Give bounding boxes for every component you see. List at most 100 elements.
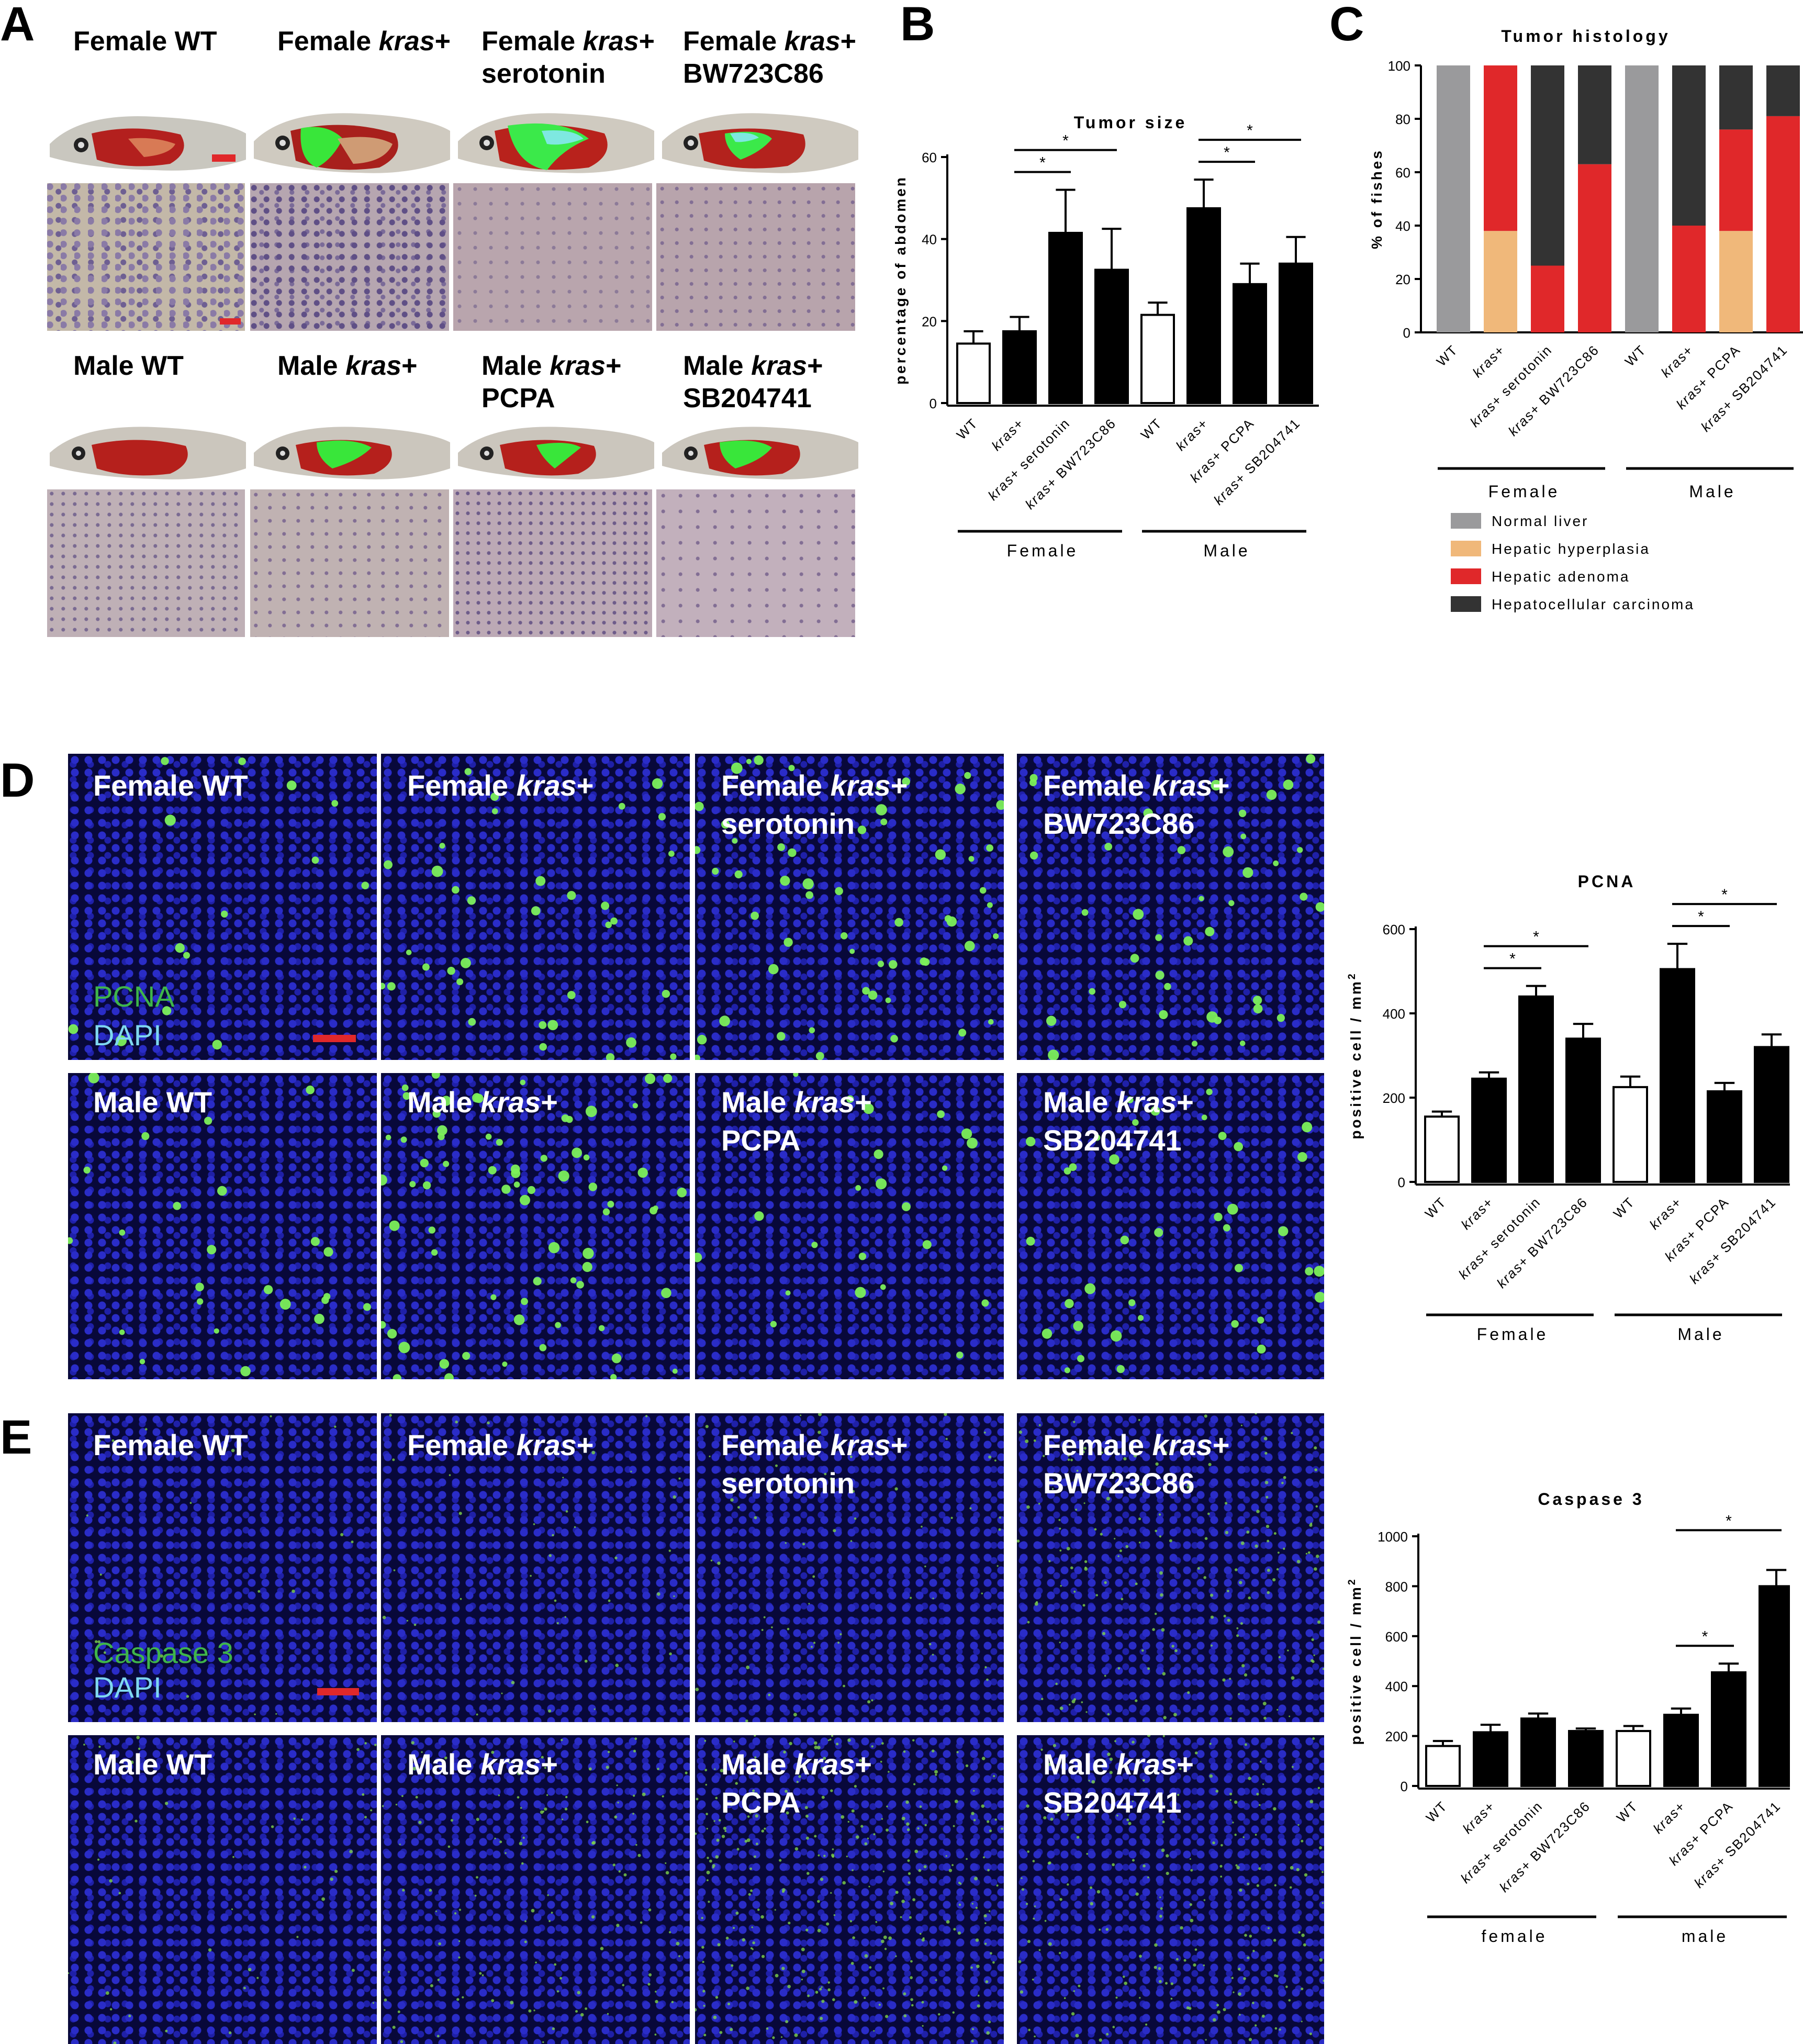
histology-male-kras: [250, 489, 449, 637]
panel-d-label-female-kras-serotonin: Female kras+ serotonin: [721, 769, 908, 840]
histology-female-kras-serotonin: [453, 183, 652, 331]
fluorescence-image-female-wt: [68, 754, 377, 1060]
fish-photo-male-kras: [254, 419, 450, 487]
dapi-stain-label: DAPI: [93, 1019, 162, 1052]
fluorescent-dots: [68, 757, 369, 1050]
significance-mark: *: [1062, 132, 1069, 150]
x-tick-label: kras+ serotonin: [1455, 1194, 1544, 1282]
fish-illustration: [50, 427, 246, 479]
bar: [1002, 330, 1037, 404]
histology-male-kras-pcpa: [453, 489, 652, 637]
bar: [1759, 1585, 1790, 1787]
legend-swatch: [1451, 513, 1481, 529]
y-tick-label: 400: [1383, 1006, 1405, 1022]
y-tick-label: 0: [1403, 325, 1410, 341]
fish-photo-female-kras-serotonin: [458, 102, 654, 181]
y-tick-label: 1000: [1378, 1529, 1408, 1545]
bar: [1565, 1037, 1601, 1183]
bar: [1186, 207, 1221, 405]
stacked-bar-segment: [1531, 265, 1564, 332]
panel-e-label-female-kras-serotonin: Female kras+ serotonin: [721, 1428, 908, 1500]
fish-photo-male-wt: [50, 419, 246, 487]
panel-e-label-male-wt: Male WT: [93, 1748, 212, 1781]
significance-mark: *: [1533, 929, 1539, 946]
fluorescence-image-female-kras-treated-1: [695, 754, 1004, 1060]
scale-bar: [220, 318, 241, 325]
group-label: Female: [1477, 1325, 1549, 1344]
group-label: Male: [1677, 1325, 1724, 1344]
significance-mark: *: [1247, 122, 1253, 139]
fluorescence-image-male-kras-treated-2: [1017, 1073, 1324, 1379]
y-tick-label: 0: [1401, 1779, 1408, 1794]
scale-bar: [317, 1688, 359, 1695]
panel-d-label-male-kras: Male kras+: [407, 1086, 558, 1119]
x-tick-label: kras+ BW723C86: [1496, 1798, 1594, 1895]
stacked-bar-segment: [1437, 65, 1470, 332]
stacked-bar-segment: [1531, 65, 1564, 266]
panel-letter-b: B: [900, 0, 935, 51]
fluorescence-image-female-kras: [381, 754, 690, 1060]
chart-title: Tumor histology: [1501, 27, 1670, 46]
bar: [1048, 231, 1083, 405]
panel-a-label-female-kras-serotonin: Female kras+ serotonin: [481, 26, 655, 90]
x-tick-label: WT: [1622, 342, 1650, 370]
stacked-bar-segment: [1719, 65, 1753, 130]
fluorescence-image-female-kras: [381, 1413, 690, 1722]
panel-letter-c: C: [1329, 0, 1364, 51]
y-tick-label: 20: [922, 314, 937, 329]
bar: [1279, 262, 1313, 404]
fluorescence-image-male-kras: [381, 1735, 690, 2044]
stacked-bar-segment: [1625, 65, 1659, 332]
x-tick-label: kras+ SB204741: [1686, 1194, 1779, 1287]
x-tick-label: WT: [1138, 415, 1166, 443]
x-tick-label: kras+ SB204741: [1698, 342, 1790, 434]
panel-letter-a: A: [0, 0, 35, 51]
fish-photo-female-kras: [254, 102, 450, 181]
fluorescent-dots: [695, 1073, 989, 1359]
x-tick-label: kras+: [1646, 1194, 1685, 1233]
bar: [1711, 1671, 1746, 1787]
legend-label: Hepatic adenoma: [1492, 568, 1630, 585]
y-tick-label: 0: [930, 396, 937, 411]
scale-bar: [313, 1035, 356, 1042]
significance-mark: *: [1721, 886, 1728, 903]
bar: [1616, 1730, 1651, 1787]
fluorescence-image-male-kras-treated-1: [695, 1735, 1004, 2044]
significance-mark: *: [1698, 908, 1704, 925]
y-axis-label: positive cell / mm2: [1346, 1577, 1364, 1745]
panel-d-label-female-kras: Female kras+: [407, 769, 594, 802]
x-tick-label: kras+ BW723C86: [1505, 342, 1603, 439]
histology-male-wt: [47, 489, 245, 637]
panel-d-label-male-kras-pcpa: Male kras+ PCPA: [721, 1086, 872, 1157]
panel-letter-d: D: [0, 754, 35, 807]
stacked-bar-segment: [1766, 116, 1800, 332]
bar: [1140, 314, 1175, 405]
panel-e-label-female-kras-bw723c86: Female kras+ BW723C86: [1043, 1428, 1230, 1500]
caspase-stain-label: Caspase 3: [93, 1636, 233, 1669]
bar: [1471, 1077, 1507, 1183]
significance-mark: *: [1039, 154, 1046, 172]
significance-mark: *: [1509, 951, 1516, 968]
bar: [1568, 1730, 1604, 1787]
stacked-bar-segment: [1484, 231, 1517, 332]
y-tick-label: 400: [1385, 1679, 1408, 1694]
x-tick-label: kras+ BW723C86: [1022, 415, 1119, 512]
panel-e-label-male-kras-pcpa: Male kras+ PCPA: [721, 1748, 872, 1819]
x-tick-label: WT: [954, 415, 981, 443]
legend-label: Hepatocellular carcinoma: [1492, 596, 1695, 612]
x-tick-label: kras+: [1459, 1798, 1498, 1837]
fish-photo-female-wt: [50, 102, 246, 181]
fluorescence-image-male-kras-treated-2: [1017, 1735, 1324, 2044]
x-tick-label: kras+ serotonin: [1458, 1798, 1546, 1886]
fish-photo-female-kras-bw723c86: [662, 102, 858, 181]
y-tick-label: 100: [1388, 58, 1410, 74]
legend-label: Hepatic hyperplasia: [1492, 541, 1650, 557]
bar: [1660, 968, 1695, 1183]
significance-mark: *: [1224, 144, 1230, 161]
fluorescence-image-male-wt: [68, 1073, 377, 1379]
bar: [1663, 1714, 1699, 1787]
bar: [1612, 1086, 1648, 1183]
x-tick-label: WT: [1434, 342, 1461, 370]
fluorescent-dots: [1026, 1088, 1324, 1373]
panel-d-label-male-kras-sb204741: Male kras+ SB204741: [1043, 1086, 1194, 1157]
